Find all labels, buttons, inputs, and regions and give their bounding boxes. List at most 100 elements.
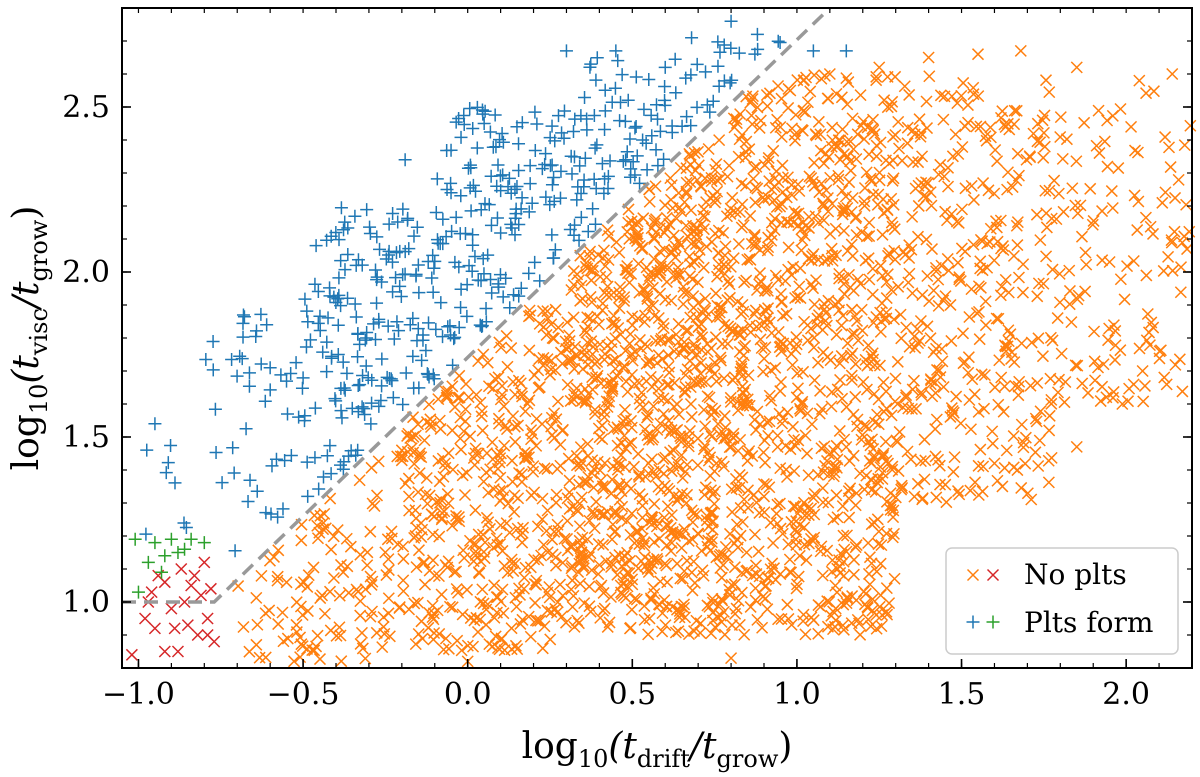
data-point [695,544,708,557]
data-point [816,569,829,582]
data-point [911,323,924,336]
data-point [841,98,854,111]
data-point [814,384,827,397]
data-point [398,245,412,259]
data-point [757,446,770,459]
data-point [727,431,740,444]
data-point [598,83,612,97]
data-point [918,473,931,486]
x-tick-label: 1.5 [938,677,986,712]
data-point [469,447,482,460]
data-point [700,240,713,253]
data-point [1014,44,1027,57]
data-point [715,571,728,584]
data-point [732,444,745,457]
data-point [1107,385,1120,398]
data-point [380,569,393,582]
data-point [537,359,550,372]
data-point [390,315,404,329]
data-point [271,574,284,587]
data-points [125,14,1197,668]
data-point [732,237,745,251]
data-point [901,137,914,150]
data-point [587,108,601,122]
data-point [936,355,949,368]
data-point [876,449,890,462]
data-point [181,619,194,632]
data-point [598,457,611,470]
data-point [703,105,717,119]
data-point [1065,316,1078,329]
legend-marker-symbol [966,615,980,629]
data-point [744,209,757,222]
data-point [1009,379,1022,392]
data-point [298,292,312,306]
data-point [892,280,905,293]
data-point [846,112,859,125]
data-point [790,331,803,344]
data-point [741,484,755,497]
data-point [1114,102,1127,116]
data-point [463,534,477,547]
data-point [704,362,717,376]
data-point [979,319,992,332]
data-point [364,610,377,623]
data-point [416,328,430,342]
data-point [836,392,849,405]
data-point [999,120,1012,134]
data-point [700,509,713,522]
data-point [486,140,500,154]
data-point [242,379,256,393]
data-point [773,497,786,510]
data-point [849,358,862,371]
data-point [1053,267,1066,280]
data-point [422,316,436,330]
data-point [741,253,754,266]
data-point [796,124,809,137]
data-point [840,529,854,542]
data-point [786,420,799,433]
data-point [418,434,431,447]
data-point [1169,358,1182,371]
data-point [748,161,761,174]
data-point [791,290,804,303]
data-point [843,454,856,467]
data-point [792,570,805,583]
data-point [733,205,746,219]
data-point [760,416,773,429]
data-point [452,112,466,126]
data-point [693,243,706,256]
data-point [721,170,734,183]
data-point [457,425,470,438]
data-point [626,573,639,586]
data-point [528,105,542,119]
data-point [685,31,699,45]
data-point [754,243,767,257]
data-point [791,578,804,591]
data-point [772,79,785,93]
data-point [636,511,649,524]
data-point [850,314,864,327]
data-point [613,246,626,259]
data-point [589,371,603,384]
data-point [600,288,613,301]
data-point [188,569,201,582]
data-point [308,277,322,291]
data-point [556,589,569,602]
data-point [475,410,488,423]
data-point [1080,258,1093,271]
data-point [415,353,429,367]
data-point [609,353,622,366]
data-point [680,496,693,510]
data-point [734,529,747,542]
data-point [977,177,990,190]
data-point [886,174,899,187]
data-point [336,355,350,369]
data-point [652,311,665,325]
data-point [839,190,852,203]
data-point [436,212,450,226]
data-point [355,626,368,639]
data-point [766,557,779,570]
data-point [446,601,459,614]
data-point [800,554,813,567]
